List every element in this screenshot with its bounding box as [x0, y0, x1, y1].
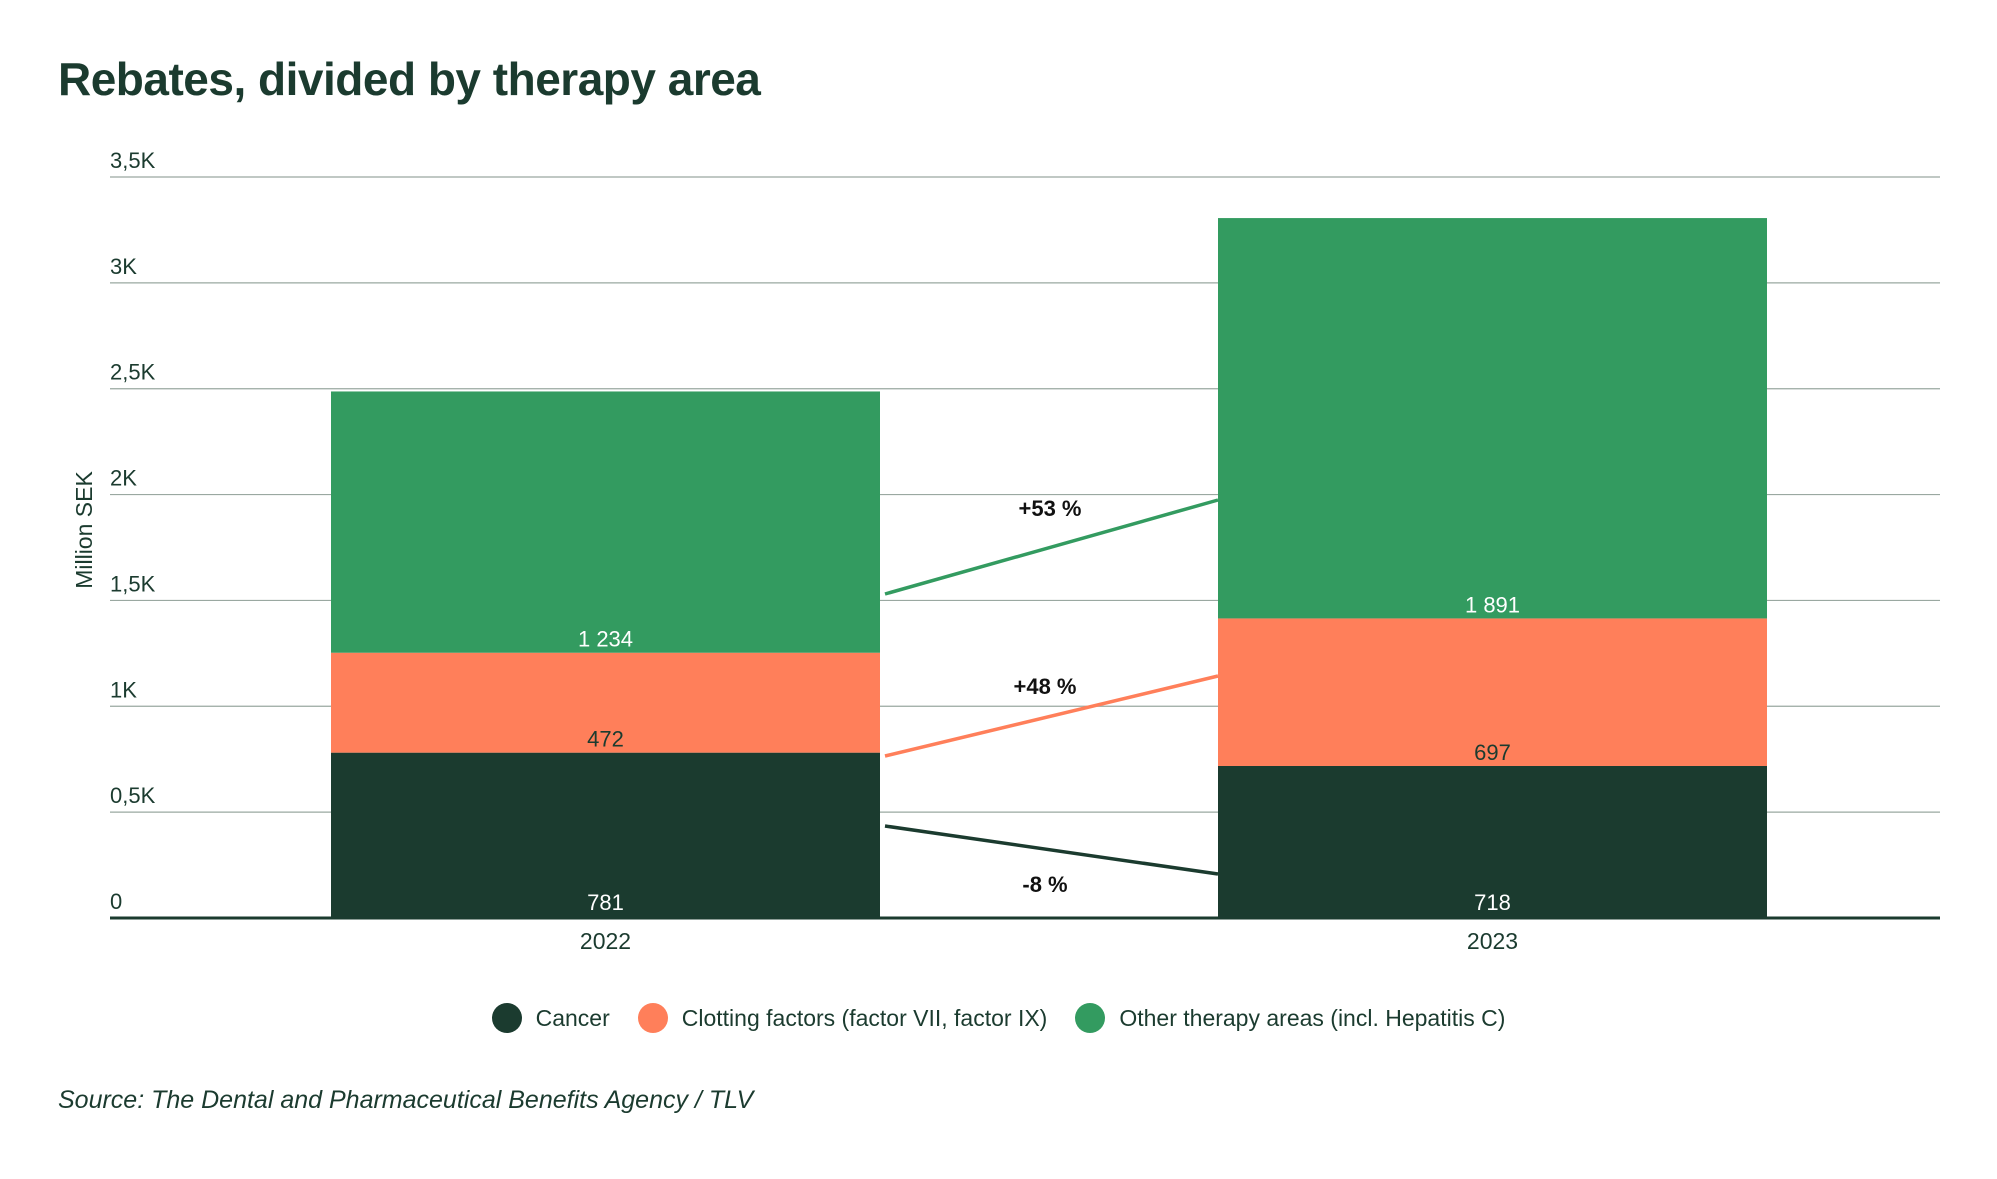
bars — [331, 218, 1767, 918]
source-note: Source: The Dental and Pharmaceutical Be… — [58, 1086, 754, 1114]
data-label: 697 — [1474, 740, 1511, 765]
bar-segment — [1218, 618, 1767, 766]
legend: Cancer Clotting factors (factor VII, fact… — [0, 1003, 1997, 1033]
y-tick-label: 3K — [110, 254, 137, 279]
bar-segment — [1218, 218, 1767, 619]
legend-label: Other therapy areas (incl. Hepatitis C) — [1119, 1004, 1506, 1031]
y-tick-label: 3,5K — [110, 148, 156, 173]
legend-item: Other therapy areas (incl. Hepatitis C) — [1075, 1003, 1505, 1033]
data-label: 1 891 — [1465, 592, 1520, 617]
labels: 0 0,5K 1K 1,5K 2K 2,5K 3K 3,5K Million SEK 2022 20… — [71, 148, 1520, 954]
bar-segment — [331, 752, 880, 918]
change-line — [884, 674, 1219, 758]
legend-label: Cancer — [535, 1004, 610, 1031]
x-tick-label: 2022 — [580, 928, 631, 954]
bar-segment — [331, 652, 880, 753]
y-tick-label: 2,5K — [110, 360, 156, 385]
change-label: -8 % — [1022, 872, 1067, 897]
legend-item: Cancer — [491, 1003, 610, 1033]
chart-title: Rebates, divided by therapy area — [58, 53, 761, 105]
bar-segment — [331, 391, 880, 653]
y-tick-label: 1,5K — [110, 571, 156, 596]
legend-swatch — [491, 1003, 522, 1033]
y-tick-label: 2K — [110, 466, 137, 491]
bar-segment — [1218, 765, 1767, 918]
x-tick-label: 2023 — [1467, 928, 1518, 954]
data-label: 718 — [1474, 890, 1511, 915]
change-label: +53 % — [1019, 496, 1082, 521]
data-label: 472 — [587, 727, 624, 752]
legend-item: Clotting factors (factor VII, factor IX) — [637, 1003, 1048, 1033]
y-tick-label: 0,5K — [110, 783, 156, 808]
legend-label: Clotting factors (factor VII, factor IX) — [681, 1004, 1048, 1031]
change-line — [884, 498, 1219, 596]
y-tick-label: 0 — [110, 889, 122, 914]
change-line — [884, 824, 1219, 876]
change-label: +48 % — [1014, 674, 1077, 699]
y-axis-label: Million SEK — [71, 471, 97, 589]
y-tick-label: 1K — [110, 677, 137, 702]
data-label: 781 — [587, 890, 624, 915]
legend-swatch — [637, 1003, 668, 1033]
data-label: 1 234 — [578, 627, 633, 652]
change-connectors — [884, 498, 1219, 876]
legend-swatch — [1075, 1003, 1106, 1033]
